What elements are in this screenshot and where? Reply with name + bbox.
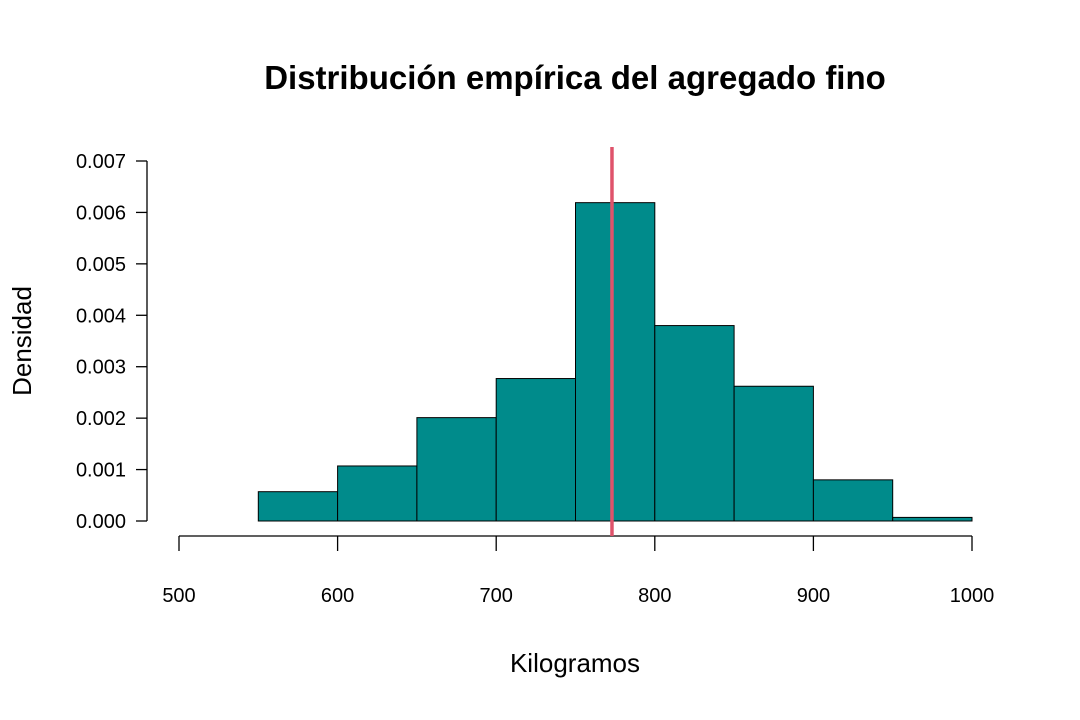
x-tick-label: 1000	[950, 585, 995, 607]
y-tick-label: 0.007	[76, 151, 126, 173]
histogram-bar	[416, 417, 497, 522]
y-tick-label: 0.000	[76, 511, 126, 533]
x-tick-label: 900	[797, 585, 830, 607]
y-axis-label: Densidad	[7, 286, 37, 396]
y-tick-label: 0.001	[76, 460, 126, 482]
y-tick-label: 0.004	[76, 305, 126, 327]
y-tick-label: 0.002	[76, 408, 126, 430]
x-axis-label: Kilogramos	[510, 648, 640, 678]
x-tick-label: 500	[162, 585, 195, 607]
histogram-bar	[575, 202, 656, 522]
histogram-bar	[337, 465, 418, 522]
y-axis: 0.000 0.001 0.002 0.003 0.004 0.005 0.006 0.007	[76, 151, 148, 533]
chart-title: Distribución empírica del agregado fino	[264, 59, 886, 96]
histogram-bars	[257, 202, 973, 522]
y-tick-label: 0.005	[76, 254, 126, 276]
x-axis: 500 600 700 800 900 1000	[162, 535, 995, 607]
histogram-bar	[812, 479, 894, 522]
x-tick-label: 600	[321, 585, 354, 607]
histogram-bar	[654, 325, 735, 522]
histogram-bar	[257, 491, 339, 522]
histogram-bar	[733, 385, 814, 522]
y-tick-label: 0.006	[76, 202, 126, 224]
histogram-bar	[495, 378, 577, 522]
histogram-bar	[892, 516, 973, 522]
x-tick-label: 700	[480, 585, 513, 607]
y-tick-label: 0.003	[76, 357, 126, 379]
x-tick-label: 800	[638, 585, 671, 607]
